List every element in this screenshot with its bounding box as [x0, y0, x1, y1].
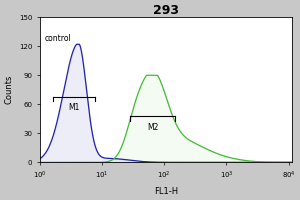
Title: 293: 293: [153, 4, 179, 17]
Text: M1: M1: [68, 103, 80, 112]
X-axis label: FL1-H: FL1-H: [154, 187, 178, 196]
Y-axis label: Counts: Counts: [4, 75, 13, 104]
Text: control: control: [45, 34, 71, 43]
Text: M2: M2: [147, 123, 158, 132]
